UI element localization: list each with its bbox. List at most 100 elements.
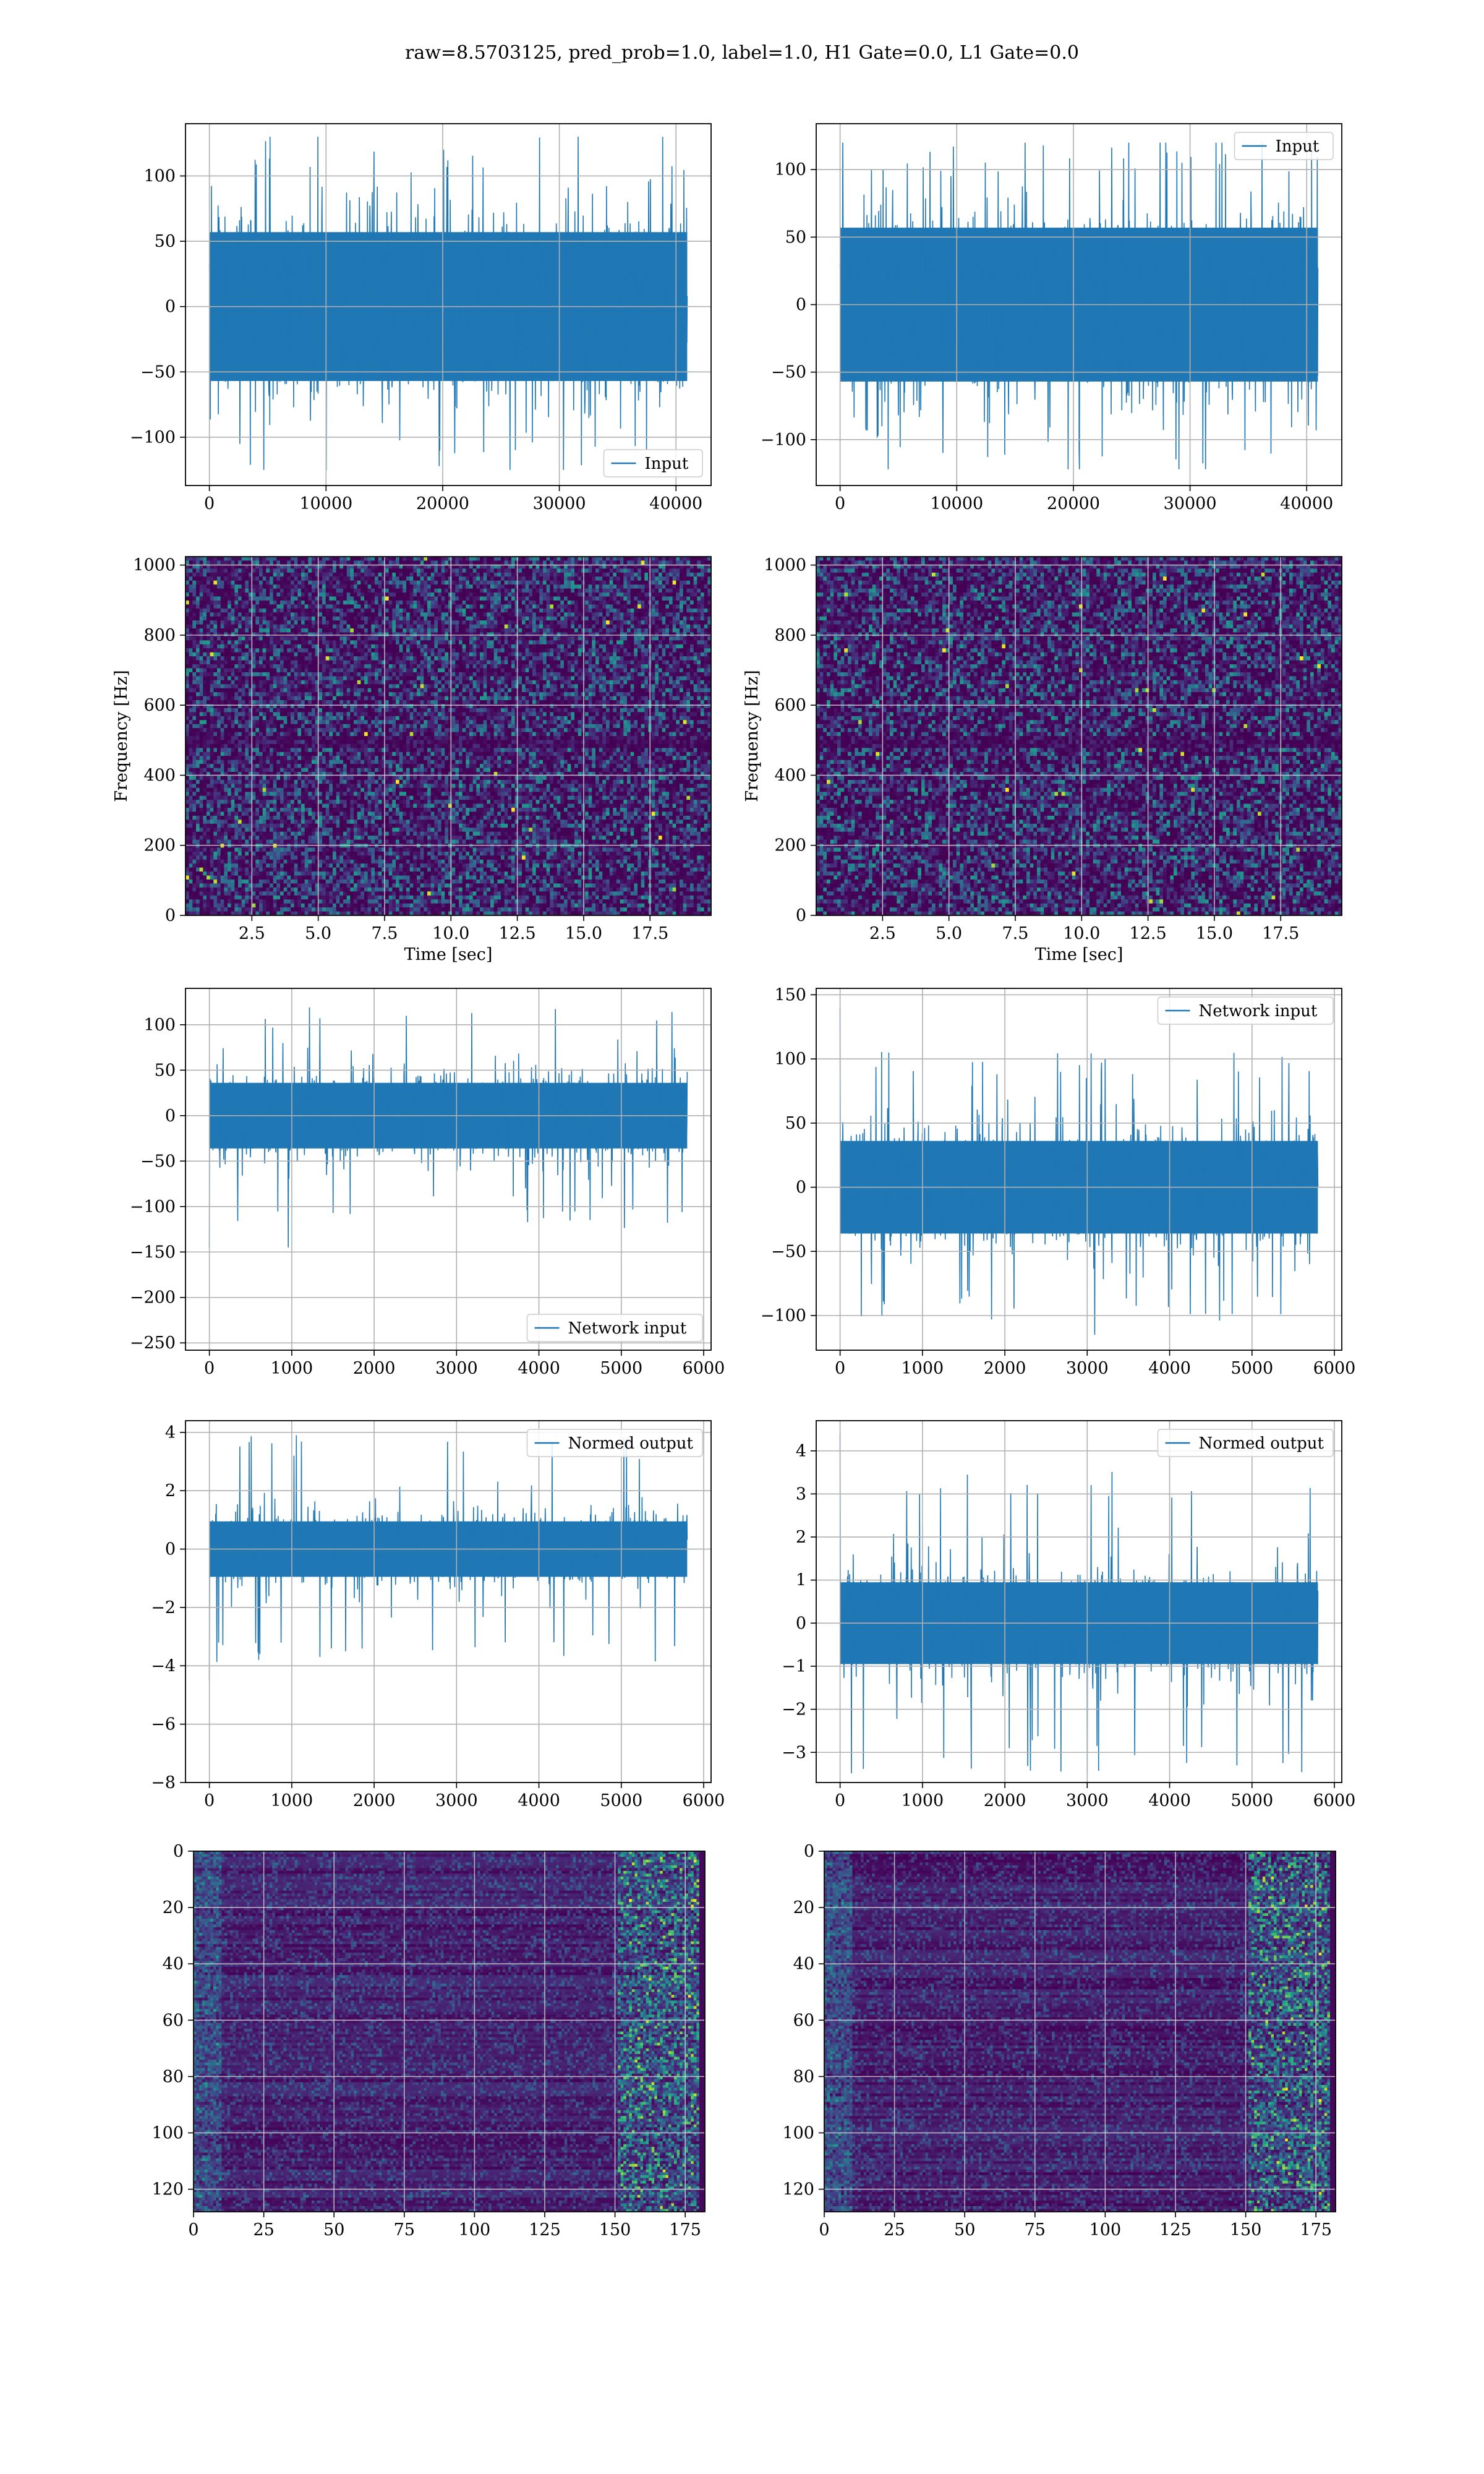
normed-output-right-x-tick-label: 1000 bbox=[902, 1791, 944, 1810]
network-input-right-x-tick-label: 4000 bbox=[1148, 1359, 1191, 1378]
feature-map-right-y-tick-label: 120 bbox=[782, 2180, 814, 2199]
normed-output-right-y-tick-label: 1 bbox=[796, 1571, 806, 1590]
normed-output-right-y-tick-label: −3 bbox=[782, 1743, 806, 1762]
input-left-y-tick-label: −50 bbox=[140, 362, 176, 382]
input-right-x-tick-label: 20000 bbox=[1047, 494, 1100, 513]
network-input-left-y-tick-label: −50 bbox=[140, 1152, 176, 1171]
feature-map-right-y-tick-label: 0 bbox=[804, 1842, 814, 1861]
network-input-right-x-tick-label: 3000 bbox=[1066, 1359, 1109, 1378]
network-input-right-legend: Network input bbox=[1158, 997, 1334, 1024]
feature-map-left-y-tick-label: 120 bbox=[151, 2180, 184, 2199]
network-input-right-y-tick-label: 150 bbox=[774, 985, 806, 1004]
feature-map-right-x-tick-label: 175 bbox=[1300, 2220, 1332, 2240]
feature-map-right-x-tick-label: 100 bbox=[1090, 2220, 1122, 2240]
spectrogram-left-axes: 2.5 5.0 7.5 10.0 12.5 15.0 17.5100080060040020… bbox=[112, 556, 712, 964]
feature-map-left-plot-area bbox=[194, 1851, 706, 2212]
input-right-y-tick-label: −50 bbox=[771, 363, 806, 382]
feature-map-left-x-tick-label: 25 bbox=[253, 2220, 274, 2240]
feature-map-left-y-tick-label: 40 bbox=[163, 1954, 184, 1974]
spectrogram-left-plot-area bbox=[186, 557, 712, 916]
network-input-left-x-tick-label: 6000 bbox=[683, 1359, 725, 1378]
spectrogram-left-x-tick-label: 12.5 bbox=[499, 924, 536, 943]
input-left-plot-area bbox=[210, 137, 688, 470]
normed-output-left-y-tick-label: 0 bbox=[165, 1540, 176, 1559]
spectrogram-left-y-tick-label: 1000 bbox=[133, 556, 176, 575]
normed-output-left-y-tick-label: −4 bbox=[151, 1656, 176, 1676]
input-right-x-tick-label: 10000 bbox=[930, 494, 983, 513]
normed-output-right-legend-label: Normed output bbox=[1199, 1434, 1324, 1453]
normed-output-right-y-tick-label: 2 bbox=[796, 1528, 806, 1547]
spectrogram-right-x-tick-label: 17.5 bbox=[1262, 924, 1299, 943]
normed-output-right-y-tick-label: 0 bbox=[796, 1614, 806, 1633]
input-right-series-line bbox=[840, 143, 1318, 469]
network-input-right-x-tick-label: 0 bbox=[835, 1359, 845, 1378]
network-input-left-x-tick-label: 2000 bbox=[353, 1359, 396, 1378]
normed-output-left-x-tick-label: 3000 bbox=[435, 1791, 478, 1810]
spectrogram-left-y-tick-label: 800 bbox=[143, 626, 176, 645]
feature-map-left-x-tick-label: 50 bbox=[323, 2220, 344, 2240]
feature-map-right-y-tick-label: 80 bbox=[793, 2067, 814, 2086]
spectrogram-right-y-tick-label: 0 bbox=[796, 906, 806, 925]
feature-map-right-plot-area bbox=[824, 1851, 1336, 2212]
feature-map-right-y-tick-label: 100 bbox=[782, 2123, 814, 2142]
spectrogram-right-ylabel: Frequency [Hz] bbox=[743, 670, 762, 802]
normed-output-left-axes: 0 1000 2000 3000 4000 5000 6000420−2−4−6−8Norm… bbox=[151, 1421, 725, 1810]
normed-output-left-y-tick-label: −8 bbox=[151, 1773, 176, 1792]
network-input-left-x-tick-label: 3000 bbox=[435, 1359, 478, 1378]
network-input-right-series-line bbox=[840, 1008, 1318, 1335]
feature-map-left-x-tick-label: 125 bbox=[529, 2220, 561, 2240]
spectrogram-right-y-tick-label: 600 bbox=[774, 696, 806, 715]
network-input-left-y-tick-label: −250 bbox=[130, 1333, 176, 1353]
input-right-plot-area bbox=[840, 143, 1318, 469]
input-left-legend: Input bbox=[604, 450, 703, 477]
spectrogram-right-y-tick-label: 400 bbox=[774, 766, 806, 785]
feature-map-right-x-tick-label: 125 bbox=[1159, 2220, 1192, 2240]
spectrogram-right-y-tick-label: 1000 bbox=[764, 556, 806, 575]
input-right-y-tick-label: 0 bbox=[796, 296, 806, 315]
input-right-y-tick-label: −100 bbox=[761, 430, 806, 450]
input-left-legend-label: Input bbox=[645, 455, 689, 473]
network-input-right-y-tick-label: −50 bbox=[771, 1242, 806, 1261]
normed-output-left-plot-area bbox=[210, 1436, 688, 1680]
network-input-left-y-tick-label: 0 bbox=[165, 1106, 176, 1126]
normed-output-right-x-tick-label: 5000 bbox=[1230, 1791, 1273, 1810]
feature-map-left-y-tick-label: 0 bbox=[173, 1842, 184, 1861]
normed-output-right-x-tick-label: 3000 bbox=[1066, 1791, 1109, 1810]
input-right-x-tick-label: 40000 bbox=[1280, 494, 1333, 513]
network-input-left-legend: Network input bbox=[527, 1314, 703, 1342]
spectrogram-left-y-tick-label: 400 bbox=[143, 766, 176, 785]
spectrogram-right-axes: 2.5 5.0 7.5 10.0 12.5 15.0 17.5100080060040020… bbox=[743, 556, 1342, 964]
spectrogram-left-y-tick-label: 200 bbox=[143, 836, 176, 855]
spectrogram-right-x-tick-label: 10.0 bbox=[1063, 924, 1100, 943]
normed-output-right-legend: Normed output bbox=[1158, 1429, 1334, 1457]
spectrogram-right-x-tick-label: 2.5 bbox=[869, 924, 896, 943]
normed-output-right-x-tick-label: 4000 bbox=[1148, 1791, 1191, 1810]
spectrogram-right-x-tick-label: 5.0 bbox=[936, 924, 962, 943]
normed-output-left-x-tick-label: 0 bbox=[204, 1791, 215, 1810]
normed-output-right-y-tick-label: 3 bbox=[796, 1484, 806, 1504]
normed-output-left-legend: Normed output bbox=[527, 1429, 703, 1457]
normed-output-left-y-tick-label: 4 bbox=[165, 1423, 176, 1442]
network-input-left-y-tick-label: 100 bbox=[143, 1016, 176, 1035]
input-left-y-tick-label: 100 bbox=[143, 166, 176, 186]
network-input-left-x-tick-label: 0 bbox=[204, 1359, 215, 1378]
network-input-right-x-tick-label: 6000 bbox=[1313, 1359, 1356, 1378]
network-input-left-legend-label: Network input bbox=[568, 1319, 687, 1338]
input-left-x-tick-label: 20000 bbox=[416, 494, 469, 513]
input-left-y-tick-label: 50 bbox=[155, 232, 176, 251]
input-left-x-tick-label: 0 bbox=[204, 494, 215, 513]
normed-output-right-x-tick-label: 2000 bbox=[984, 1791, 1026, 1810]
feature-map-right-x-tick-label: 25 bbox=[884, 2220, 905, 2240]
normed-output-left-y-tick-label: 2 bbox=[165, 1481, 176, 1500]
network-input-left-x-tick-label: 1000 bbox=[271, 1359, 313, 1378]
feature-map-right-y-tick-label: 60 bbox=[793, 2011, 814, 2030]
normed-output-right-y-tick-label: −1 bbox=[782, 1657, 806, 1676]
input-left-y-tick-label: −100 bbox=[130, 428, 176, 447]
input-right-y-tick-label: 50 bbox=[785, 228, 806, 247]
normed-output-left-x-tick-label: 1000 bbox=[271, 1791, 313, 1810]
normed-output-left-x-tick-label: 6000 bbox=[683, 1791, 725, 1810]
